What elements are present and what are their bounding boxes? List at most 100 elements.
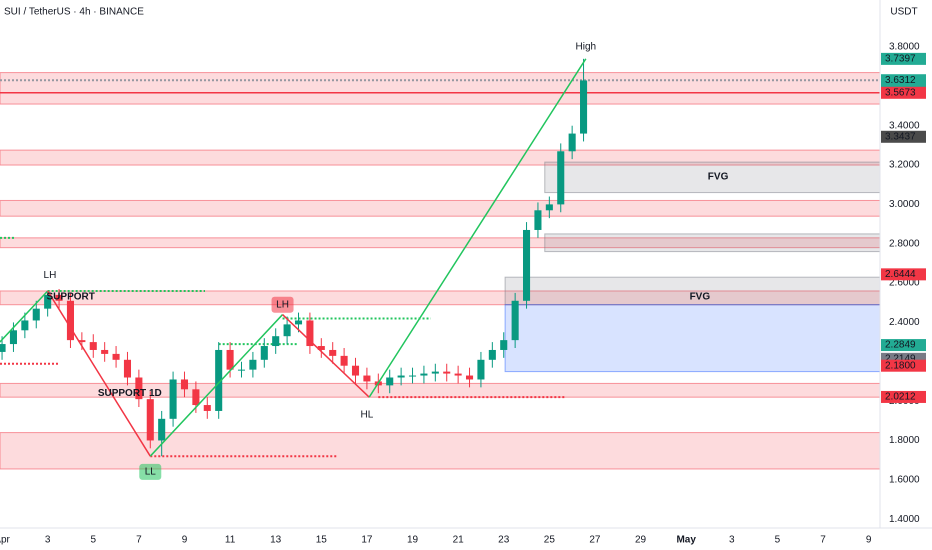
- price-badge-label: 2.1800: [885, 360, 916, 371]
- annotation: SUPPORT: [47, 291, 95, 302]
- plot-area: High LH LH LL HL SUPPORT SUPPORT 1D FVG FVG: [0, 42, 880, 480]
- candle-body: [454, 373, 462, 376]
- candle-body: [146, 399, 154, 441]
- candle-body: [408, 375, 417, 377]
- candle-body: [557, 151, 565, 205]
- x-tick-label: 5: [775, 535, 781, 546]
- candle-body: [66, 300, 74, 341]
- annotation: LH: [276, 299, 289, 310]
- candle-body: [260, 346, 268, 360]
- price-badge-label: 3.5673: [885, 87, 916, 98]
- zone: [0, 237, 880, 249]
- candle-body: [0, 344, 6, 352]
- candle-body: [237, 369, 246, 371]
- zone: [0, 432, 880, 470]
- candle-body: [32, 308, 40, 321]
- candle-body: [226, 349, 234, 370]
- candle-body: [169, 379, 177, 419]
- x-tick-label: 5: [90, 535, 96, 546]
- price-badge: [881, 268, 926, 281]
- candle-body: [78, 340, 86, 343]
- candle-body: [123, 359, 132, 378]
- candle-body: [340, 355, 348, 366]
- candle-body: [21, 320, 29, 331]
- x-tick-label: 7: [136, 535, 142, 546]
- currency: USDT: [890, 7, 917, 18]
- x-tick-label: 15: [316, 535, 328, 546]
- swing-line: [149, 314, 284, 457]
- candle-body: [329, 349, 337, 356]
- price-badge-label: 3.6312: [885, 75, 916, 86]
- candle-body: [317, 346, 325, 350]
- swing-line: [47, 290, 151, 457]
- candle-body: [44, 294, 52, 309]
- annotation: FVG: [708, 171, 729, 182]
- price-badge-label: 2.2149: [885, 353, 916, 364]
- candle-body: [534, 210, 542, 230]
- price-badge: [881, 86, 926, 99]
- candle-body: [431, 371, 439, 374]
- price-badge: [881, 339, 926, 352]
- x-tick-label: 25: [544, 535, 556, 546]
- y-tick-label: 1.4000: [889, 514, 920, 525]
- zone: [544, 233, 880, 253]
- candle-body: [500, 340, 508, 350]
- x-tick-label: 11: [225, 535, 236, 546]
- annotation-box: [139, 463, 162, 480]
- candle-body: [351, 365, 360, 376]
- x-tick-label: Apr: [0, 535, 11, 546]
- candle-body: [465, 375, 474, 380]
- y-tick-label: 2.6000: [889, 278, 920, 289]
- candle-body: [135, 377, 143, 400]
- candle-body: [580, 80, 588, 134]
- candle-body: [192, 389, 200, 406]
- price-badge: [881, 130, 926, 143]
- candle-body: [294, 320, 303, 325]
- candle-body: [249, 359, 257, 370]
- annotation: SUPPORT 1D: [98, 388, 162, 399]
- y-tick-label: 2.4000: [889, 317, 920, 328]
- x-tick-label: 17: [361, 535, 373, 546]
- candle-body: [386, 377, 394, 386]
- x-tick-label: 9: [182, 535, 188, 546]
- price-badge-label: 2.2849: [885, 340, 916, 351]
- annotation: LL: [145, 467, 157, 478]
- price-badge-label: 2.0212: [885, 392, 916, 403]
- candle-body: [420, 373, 428, 376]
- zone: [504, 276, 880, 306]
- y-tick-label: 1.8000: [889, 435, 920, 446]
- candle-body: [488, 349, 496, 360]
- zone: [544, 161, 880, 194]
- swing-line: [0, 290, 49, 343]
- x-tick-label: 29: [635, 535, 647, 546]
- price-badge: [881, 390, 926, 403]
- x-tick-label: 27: [589, 535, 601, 546]
- candle-body: [203, 405, 211, 411]
- candle-body: [101, 349, 109, 354]
- candle-body: [55, 294, 63, 301]
- annotation: LH: [44, 270, 57, 281]
- annotation-box: [271, 296, 294, 313]
- swing-line: [282, 314, 370, 398]
- chart-title: SUI / TetherUS · 4h · BINANCE: [4, 7, 144, 18]
- candle-body: [545, 204, 553, 211]
- zone: [0, 149, 880, 166]
- candle-body: [363, 375, 371, 382]
- price-badge-label: 2.6444: [885, 269, 916, 280]
- price-badge-label: 3.7397: [885, 54, 916, 65]
- price-badge: [881, 359, 926, 372]
- swing-line: [368, 58, 587, 398]
- x-tick-label: 3: [729, 535, 735, 546]
- x-tick-label: 21: [453, 535, 465, 546]
- annotation: HL: [361, 410, 374, 421]
- y-tick-label: 3.4000: [889, 120, 920, 131]
- candle-body: [443, 371, 451, 374]
- price-badge: [881, 52, 926, 65]
- y-tick-label: 2.8000: [889, 238, 920, 249]
- y-tick-label: 3.8000: [889, 42, 920, 53]
- x-tick-label: 7: [820, 535, 826, 546]
- candle-body: [568, 133, 576, 152]
- candle-body: [397, 375, 405, 378]
